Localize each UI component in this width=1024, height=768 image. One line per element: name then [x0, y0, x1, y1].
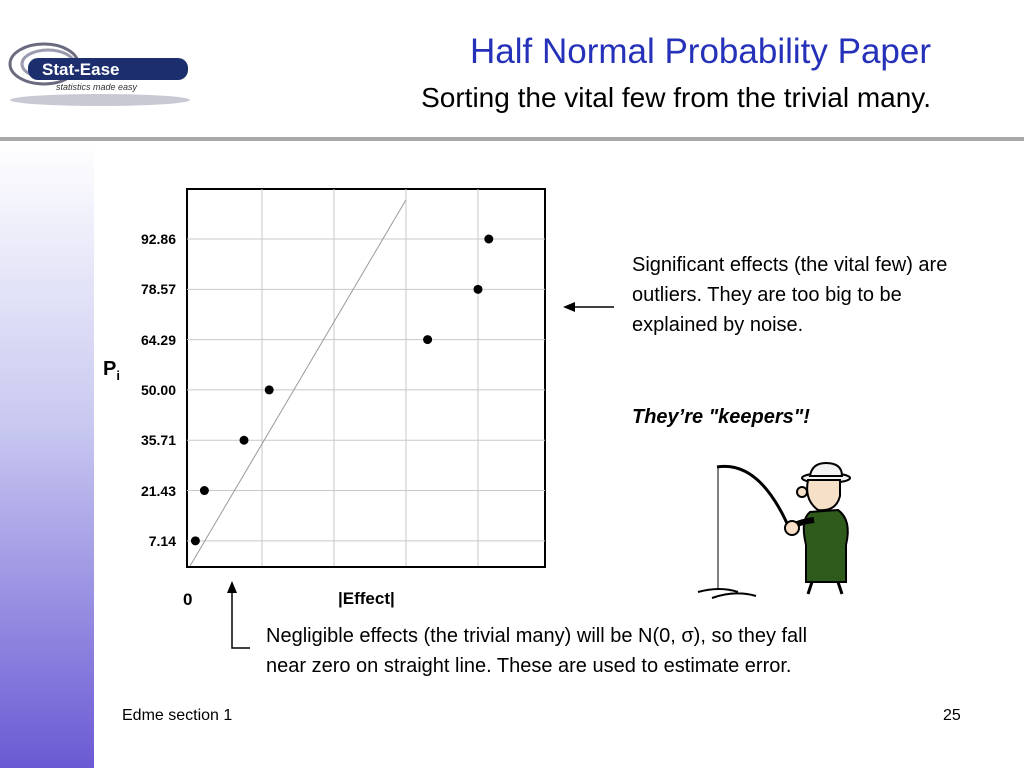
page-title: Half Normal Probability Paper — [469, 32, 931, 71]
page-subtitle: Sorting the vital few from the trivial m… — [421, 82, 931, 113]
logo-tagline: statistics made easy — [56, 82, 138, 92]
data-point — [473, 284, 483, 294]
fisherman-illustration — [697, 461, 851, 599]
data-point — [484, 234, 494, 244]
y-axis-label: Pi — [103, 358, 120, 383]
y-tick-label: 35.71 — [140, 432, 176, 449]
data-point — [264, 385, 274, 395]
reference-line — [189, 199, 407, 567]
y-tick-label: 7.14 — [148, 532, 176, 549]
logo-brand: Stat-Ease — [42, 60, 119, 79]
plot-frame — [186, 188, 546, 568]
data-point — [199, 486, 209, 496]
y-tick-label: 64.29 — [140, 331, 176, 348]
data-point — [239, 435, 249, 445]
keepers-note: They’re "keepers"! — [632, 406, 810, 428]
sidebar-gradient — [0, 141, 94, 768]
y-tick-label: 50.00 — [140, 381, 176, 398]
y-axis-label-sub: i — [116, 368, 120, 383]
y-tick-label: 21.43 — [140, 482, 176, 499]
x-tick-zero: 0 — [183, 590, 193, 609]
arrow-up-icon — [227, 581, 250, 649]
footer-section: Edme section 1 — [122, 707, 233, 724]
y-axis-label-main: P — [103, 358, 117, 380]
significant-effects-note: Significant effects (the vital few) are … — [632, 254, 948, 336]
stat-ease-logo: Stat-Ease statistics made easy — [8, 42, 190, 106]
header-divider — [0, 137, 1024, 141]
footer-page-number: 25 — [943, 707, 961, 724]
arrow-left-icon — [563, 302, 614, 312]
data-point — [423, 335, 433, 345]
y-tick-label: 92.86 — [140, 231, 176, 247]
data-point — [190, 536, 200, 546]
negligible-effects-note-line1: Negligible effects (the trivial many) wi… — [266, 625, 808, 647]
x-axis-label: |Effect| — [338, 589, 395, 608]
y-tick-label: 78.57 — [140, 281, 176, 298]
negligible-effects-note-line2: near zero on straight line. These are us… — [266, 655, 792, 677]
